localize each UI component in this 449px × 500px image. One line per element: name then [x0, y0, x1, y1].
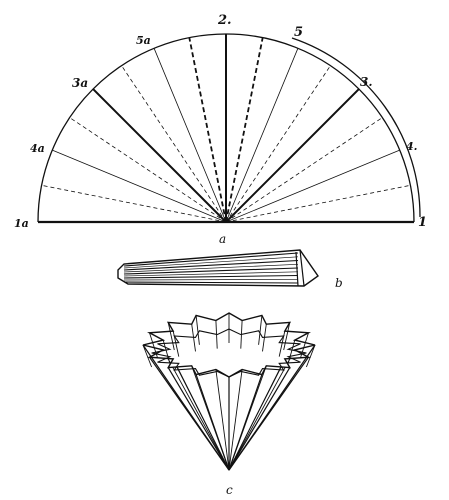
- fold-line-11: [121, 65, 227, 223]
- filter-pleat-walls: [142, 313, 316, 368]
- cone-ray-16: [228, 369, 243, 471]
- cone-ray-18: [215, 369, 230, 471]
- fold-label-4: 4.: [406, 140, 418, 153]
- pleat-wall-3: [258, 315, 263, 345]
- pleat-wall-29: [167, 322, 175, 351]
- pleat-wall-30: [191, 324, 196, 352]
- strip-pleat-line-9: [123, 281, 299, 284]
- cone-ray-11: [228, 356, 309, 471]
- fold-label-1: 1: [418, 215, 427, 230]
- pleat-wall-26: [162, 339, 171, 364]
- fold-label-2: 2.: [217, 13, 232, 28]
- strip-fold-edge: [295, 249, 305, 287]
- folded-strip: [117, 249, 319, 287]
- strip-pleat-line-6: [123, 271, 299, 277]
- pleat-wall-27: [149, 332, 158, 358]
- pleat-wall-28: [172, 331, 180, 357]
- filter-rim-inner: [151, 328, 307, 378]
- fold-line-3: [225, 117, 383, 223]
- fold-label-3: 3.: [360, 75, 373, 89]
- pleat-wall-7: [300, 332, 309, 358]
- pleat-wall-4: [262, 324, 267, 352]
- semicircle-arc-outer: [291, 37, 421, 218]
- fold-line-4: [225, 88, 360, 223]
- pleat-wall-5: [283, 322, 291, 351]
- strip-pleat-line-4: [123, 263, 299, 273]
- pleat-wall-6: [278, 331, 286, 357]
- cone-ray-15: [228, 374, 263, 471]
- pleat-wall-2: [240, 320, 243, 349]
- cone-ray-20: [191, 365, 230, 471]
- fold-line-2: [225, 149, 400, 223]
- fold-label-5a: 5a: [136, 34, 151, 47]
- strip-pleat-line-1: [123, 252, 299, 267]
- strip-pleat-line-5: [123, 267, 299, 275]
- fold-line-5: [225, 65, 331, 223]
- fold-line-12: [92, 88, 227, 223]
- strip-pleat-line-2: [123, 256, 299, 269]
- cone-ray-13: [228, 367, 291, 471]
- cone-ray-25: [142, 344, 230, 471]
- semicircle-diagram: [37, 33, 421, 224]
- fold-line-7: [225, 37, 264, 223]
- strip-pleat-line-8: [123, 278, 299, 281]
- fold-line-15: [41, 184, 227, 223]
- pleat-wall-9: [305, 344, 316, 368]
- pleat-wall-8: [287, 339, 296, 364]
- caption-a: a: [219, 232, 226, 246]
- fold-line-9: [188, 37, 227, 223]
- fold-lines: [41, 34, 411, 223]
- caption-b: b: [335, 276, 343, 290]
- fold-label-5: 5: [294, 25, 303, 40]
- fold-label-3a: 3a: [72, 76, 88, 90]
- fold-line-6: [225, 48, 299, 223]
- fold-line-14: [52, 149, 227, 223]
- fold-label-4a: 4a: [30, 142, 45, 155]
- caption-c: c: [226, 483, 233, 497]
- fold-labels: 1 1a 2. 3. 3a 4. 4a 5 5a: [14, 13, 427, 230]
- fold-line-13: [69, 117, 227, 223]
- strip-pleat-line-7: [123, 274, 299, 279]
- fold-label-1a: 1a: [14, 217, 29, 230]
- fold-line-10: [153, 48, 227, 223]
- cone-ray-21: [167, 367, 230, 471]
- fluted-filter: [142, 312, 316, 471]
- fold-line-1: [225, 184, 411, 223]
- pleat-wall-31: [195, 315, 200, 345]
- pleat-wall-25: [142, 344, 153, 368]
- strip-pleat-lines: [123, 252, 299, 284]
- cone-ray-12: [228, 358, 286, 471]
- strip-pleat-line-3: [123, 259, 299, 271]
- pleat-wall-32: [215, 320, 218, 349]
